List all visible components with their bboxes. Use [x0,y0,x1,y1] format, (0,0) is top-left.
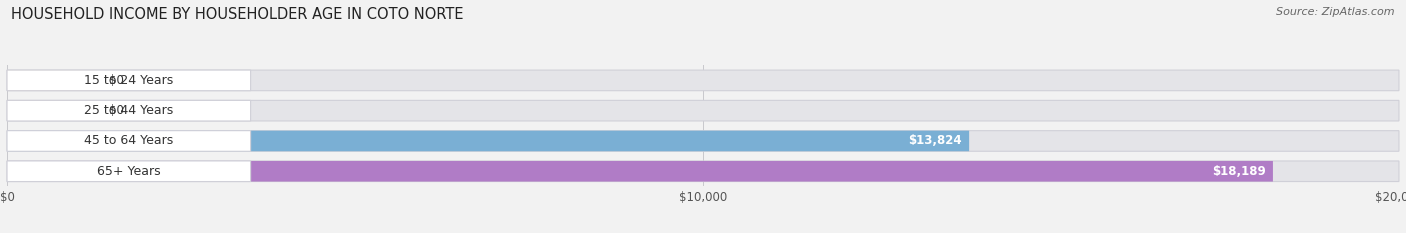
Text: $0: $0 [108,104,124,117]
FancyBboxPatch shape [7,161,1399,182]
Text: $13,824: $13,824 [908,134,962,147]
Text: 15 to 24 Years: 15 to 24 Years [84,74,173,87]
Text: HOUSEHOLD INCOME BY HOUSEHOLDER AGE IN COTO NORTE: HOUSEHOLD INCOME BY HOUSEHOLDER AGE IN C… [11,7,464,22]
Text: 45 to 64 Years: 45 to 64 Years [84,134,173,147]
Text: $18,189: $18,189 [1212,165,1265,178]
FancyBboxPatch shape [7,161,250,182]
Text: $0: $0 [108,74,124,87]
Text: 25 to 44 Years: 25 to 44 Years [84,104,173,117]
FancyBboxPatch shape [7,70,97,91]
FancyBboxPatch shape [7,131,1399,151]
FancyBboxPatch shape [7,100,250,121]
FancyBboxPatch shape [7,161,1272,182]
FancyBboxPatch shape [7,70,250,91]
FancyBboxPatch shape [7,100,1399,121]
Text: 65+ Years: 65+ Years [97,165,160,178]
FancyBboxPatch shape [7,131,250,151]
Text: Source: ZipAtlas.com: Source: ZipAtlas.com [1277,7,1395,17]
FancyBboxPatch shape [7,131,969,151]
FancyBboxPatch shape [7,70,1399,91]
FancyBboxPatch shape [7,100,97,121]
